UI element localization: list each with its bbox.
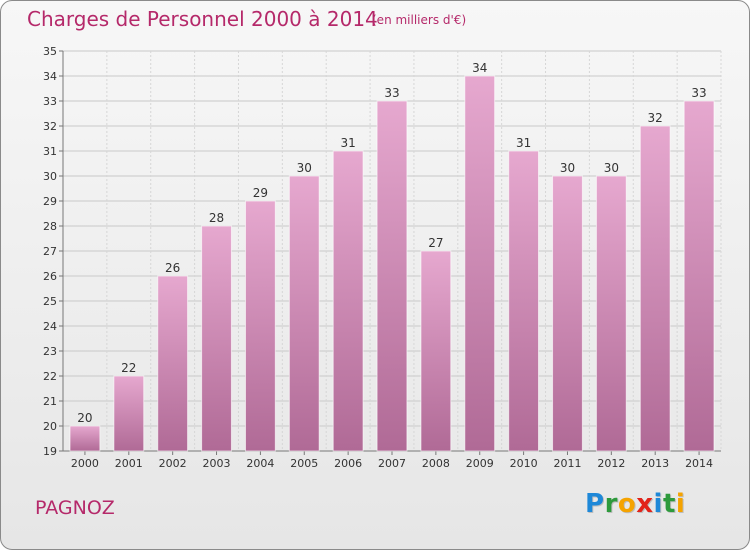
bar [157,275,189,452]
y-tick-label: 35 [43,45,57,58]
data-label: 33 [691,86,706,100]
y-tick-label: 31 [43,145,57,158]
logo-letter: i [675,489,686,519]
chart-subtitle: (en milliers d'€) [372,13,467,27]
x-tick-label: 2009 [466,457,494,470]
data-label: 30 [560,161,575,175]
logo-letter: t [662,489,676,519]
labels: 19 20 21 22 23 24 25 26 27 28 29 30 31 32 33 34 35 20 2000… [43,45,713,470]
bar [244,200,276,452]
y-tick-label: 27 [43,245,57,258]
x-tick-label: 2011 [553,457,581,470]
logo-letter: o [617,489,637,519]
commune-name: PAGNOZ [35,497,115,519]
x-tick-label: 2013 [641,457,669,470]
data-label: 33 [384,86,399,100]
bars [69,75,715,452]
logo-letter: r [604,489,618,519]
y-tick-label: 20 [43,420,57,433]
y-tick-label: 25 [43,295,57,308]
x-tick-label: 2000 [71,457,99,470]
chart-title: Charges de Personnel 2000 à 2014 [27,7,378,31]
y-tick-label: 28 [43,220,57,233]
y-tick-label: 33 [43,95,57,108]
data-label: 27 [428,236,443,250]
y-tick-label: 21 [43,395,57,408]
x-tick-label: 2007 [378,457,406,470]
data-label: 22 [121,361,136,375]
logo-letter: i [653,489,663,519]
proxiti-logo[interactable]: Proxiti [585,489,685,519]
data-label: 20 [77,411,92,425]
bar [376,100,408,452]
bar [332,150,364,452]
bar [69,425,101,452]
bar [288,175,320,452]
bar [595,175,627,452]
y-tick-label: 26 [43,270,57,283]
bar [201,225,232,452]
y-tick-label: 19 [43,445,57,458]
bar [552,175,583,452]
bar [683,100,715,452]
x-tick-label: 2010 [510,457,538,470]
y-tick-label: 34 [43,70,57,83]
bar [113,375,145,452]
x-tick-label: 2003 [203,457,231,470]
data-label: 30 [604,161,619,175]
data-label: 29 [253,186,268,200]
bar [639,125,671,452]
data-label: 31 [516,136,531,150]
bar [508,150,540,452]
data-label: 34 [472,61,487,75]
data-label: 32 [648,111,663,125]
y-tick-label: 29 [43,195,57,208]
data-label: 28 [209,211,224,225]
data-label: 31 [340,136,355,150]
y-tick-label: 32 [43,120,57,133]
data-label: 26 [165,261,180,275]
y-tick-label: 24 [43,320,57,333]
x-tick-label: 2006 [334,457,362,470]
y-tick-label: 22 [43,370,57,383]
logo-letter: x [636,489,654,519]
y-tick-label: 23 [43,345,57,358]
x-tick-label: 2001 [115,457,143,470]
y-tick-label: 30 [43,170,57,183]
x-tick-label: 2014 [685,457,713,470]
data-label: 30 [297,161,312,175]
x-tick-label: 2008 [422,457,450,470]
logo-letter: P [585,489,605,519]
bar [420,250,452,452]
bar [464,75,496,452]
x-tick-label: 2005 [290,457,318,470]
x-tick-label: 2012 [597,457,625,470]
x-tick-label: 2004 [246,457,274,470]
x-tick-label: 2002 [159,457,187,470]
